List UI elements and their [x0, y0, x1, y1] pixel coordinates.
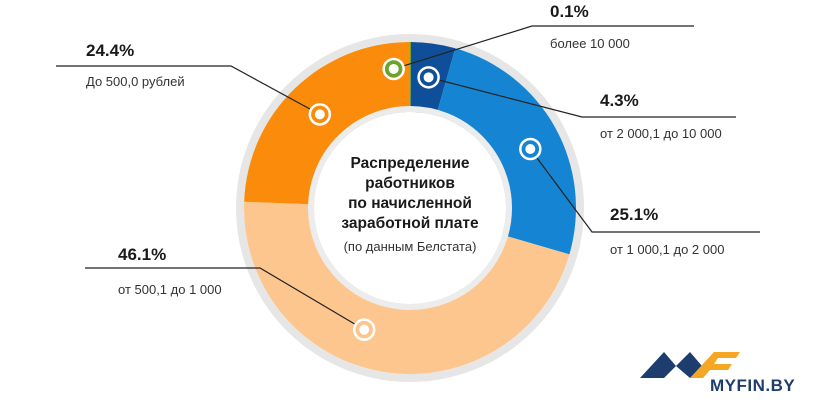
slice-percent-label-1: 0.1%	[550, 2, 589, 21]
leader-line-4	[85, 267, 365, 331]
myfin-logo-icon	[640, 352, 740, 378]
leader-line-5	[56, 65, 321, 115]
leader-line-2	[428, 76, 736, 118]
center-subtitle: (по данным Белстата)	[344, 239, 477, 254]
slice-category-label-2: от 2 000,1 до 10 000	[600, 126, 722, 141]
slice-percent-label-3: 25.1%	[610, 205, 658, 224]
slice-category-label-4: от 500,1 до 1 000	[118, 282, 222, 297]
slice-category-label-3: от 1 000,1 до 2 000	[610, 242, 724, 257]
slice-marker-5	[308, 103, 332, 126]
slice-marker-2	[417, 66, 440, 89]
slice-percent-label-4: 46.1%	[118, 245, 166, 264]
pie-slice-4	[244, 201, 570, 375]
donut-hole	[314, 112, 506, 304]
leader-line-1	[393, 25, 694, 70]
leader-lines	[56, 25, 760, 331]
center-title-line-2: работников	[365, 175, 455, 192]
slices-layer	[236, 34, 584, 382]
center-title-line-4: заработной плате	[341, 215, 479, 232]
slice-markers	[308, 57, 542, 341]
slice-marker-1	[382, 57, 405, 81]
slice-labels: 0.1% более 10 000 4.3% от 2 000,1 до 10 000…	[86, 2, 724, 297]
slice-marker-3	[519, 137, 542, 161]
center-title: Распределение работников по начисленной …	[341, 155, 479, 254]
outer-halo-ring	[236, 34, 584, 382]
slice-category-label-5: До 500,0 рублей	[86, 74, 185, 89]
center-title-line-3: по начисленной	[348, 195, 472, 212]
pie-slice-1	[410, 42, 412, 113]
pie-slice-3	[436, 48, 577, 255]
logo-text: MYFIN.BY	[710, 376, 795, 395]
inner-halo-ring	[308, 106, 512, 310]
brand-logo: MYFIN.BY	[640, 352, 795, 395]
slice-percent-label-2: 4.3%	[600, 91, 639, 110]
pie-slice-5	[244, 42, 410, 205]
center-title-line-1: Распределение	[350, 155, 469, 172]
slice-marker-4	[352, 318, 376, 341]
slice-category-label-1: более 10 000	[550, 36, 630, 51]
slice-percent-label-5: 24.4%	[86, 41, 134, 60]
leader-line-3	[529, 148, 760, 233]
